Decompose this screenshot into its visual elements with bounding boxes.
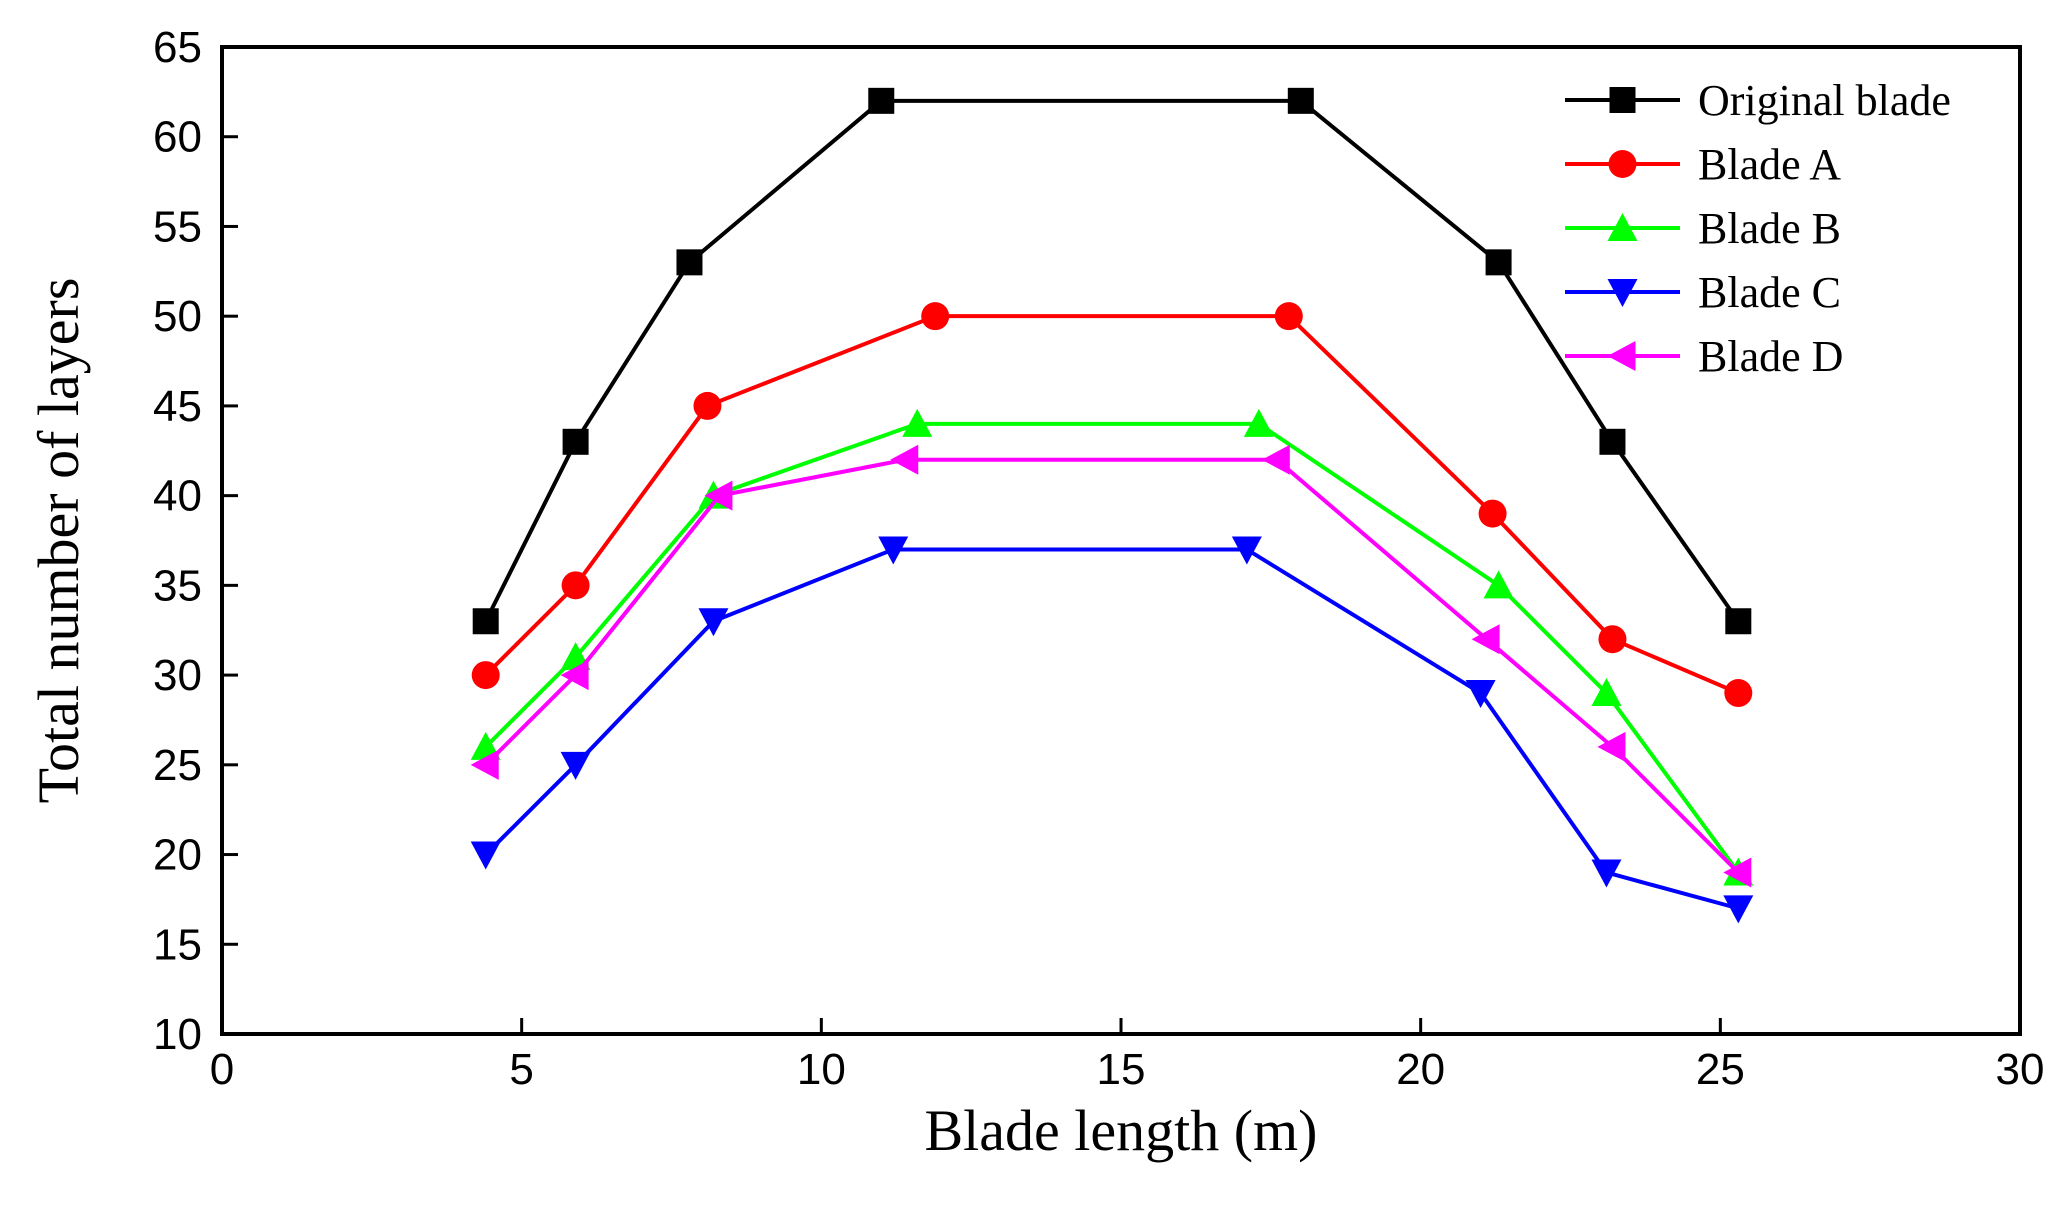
- data-point: [1598, 625, 1627, 654]
- legend-entry: Blade C: [1565, 268, 1841, 317]
- y-tick-label: 45: [153, 382, 202, 431]
- plot-area: [470, 87, 1754, 924]
- x-tick-label: 25: [1696, 1045, 1745, 1094]
- legend-label: Blade A: [1698, 140, 1841, 189]
- series-line: [484, 314, 1740, 695]
- data-point: [470, 841, 501, 870]
- data-point: [1465, 680, 1496, 709]
- data-point: [878, 536, 909, 565]
- data-point: [562, 428, 589, 455]
- series-0: [472, 87, 1752, 635]
- data-point: [560, 660, 589, 691]
- data-point: [1591, 859, 1622, 888]
- x-axis-title: Blade length (m): [924, 1098, 1317, 1163]
- x-tick-label: 30: [1996, 1045, 2045, 1094]
- data-point: [1274, 302, 1303, 331]
- data-point: [1591, 678, 1622, 707]
- legend: Original blade Blade A Blade B Blade C Blade…: [1565, 76, 1951, 381]
- series-line: [484, 547, 1739, 911]
- x-tick-label: 0: [210, 1045, 234, 1094]
- series-4: [470, 444, 1752, 888]
- y-tick-label: 15: [153, 920, 202, 969]
- data-point: [1599, 428, 1626, 455]
- data-point: [470, 749, 499, 780]
- legend-marker: [1607, 279, 1638, 307]
- data-point: [472, 608, 499, 635]
- data-point: [698, 608, 729, 637]
- legend-marker: [1608, 150, 1637, 178]
- data-point: [902, 408, 933, 437]
- data-point: [890, 444, 919, 475]
- data-point: [1725, 608, 1752, 635]
- series-1: [471, 302, 1753, 708]
- data-point: [676, 249, 703, 276]
- x-tick-label: 5: [509, 1045, 533, 1094]
- y-tick-label: 55: [153, 202, 202, 251]
- legend-marker: [1607, 341, 1636, 371]
- y-tick-label: 25: [153, 741, 202, 790]
- y-tick-label: 35: [153, 561, 202, 610]
- legend-marker: [1609, 87, 1636, 113]
- data-point: [1483, 570, 1514, 599]
- data-point: [693, 391, 722, 420]
- data-point: [1231, 536, 1262, 565]
- x-tick-label: 10: [797, 1045, 846, 1094]
- data-point: [1287, 87, 1314, 114]
- legend-label: Blade D: [1698, 332, 1843, 381]
- legend-marker: [1607, 213, 1638, 241]
- data-point: [868, 87, 895, 114]
- data-point: [1261, 444, 1290, 475]
- data-point: [1478, 499, 1507, 528]
- series-line: [483, 98, 1740, 623]
- legend-entry: Blade B: [1565, 204, 1841, 253]
- y-tick-label: 40: [153, 472, 202, 521]
- series-line: [484, 457, 1740, 874]
- y-tick-label: 30: [153, 651, 202, 700]
- data-point: [921, 302, 950, 331]
- y-tick-label: 20: [153, 831, 202, 880]
- data-point: [561, 571, 590, 600]
- axes: 0 5 10 15 20 25 30 10 15 20 25 30 35 40 45 50 55 60 65: [153, 23, 2044, 1094]
- x-tick-label: 20: [1396, 1045, 1445, 1094]
- legend-entry: Original blade: [1565, 76, 1951, 125]
- data-point: [560, 751, 591, 780]
- legend-entry: Blade A: [1565, 140, 1841, 189]
- series-2: [470, 408, 1754, 886]
- y-tick-label: 65: [153, 23, 202, 72]
- series-line: [484, 421, 1740, 874]
- series-3: [470, 536, 1754, 924]
- legend-entry: Blade D: [1565, 332, 1843, 381]
- data-point: [471, 661, 500, 690]
- y-axis-title: Total number of layers: [26, 278, 91, 804]
- y-tick-label: 50: [153, 292, 202, 341]
- data-point: [704, 480, 733, 511]
- legend-label: Blade B: [1698, 204, 1841, 253]
- data-point: [1243, 408, 1274, 437]
- data-point: [1485, 249, 1512, 276]
- x-tick-label: 15: [1097, 1045, 1146, 1094]
- data-point: [1597, 731, 1626, 762]
- y-tick-label: 10: [153, 1010, 202, 1059]
- legend-label: Blade C: [1698, 268, 1841, 317]
- y-tick-label: 60: [153, 113, 202, 162]
- legend-label: Original blade: [1698, 76, 1951, 125]
- data-point: [1471, 624, 1500, 655]
- data-point: [1723, 857, 1752, 888]
- data-point: [1724, 679, 1753, 708]
- data-point: [1723, 895, 1754, 924]
